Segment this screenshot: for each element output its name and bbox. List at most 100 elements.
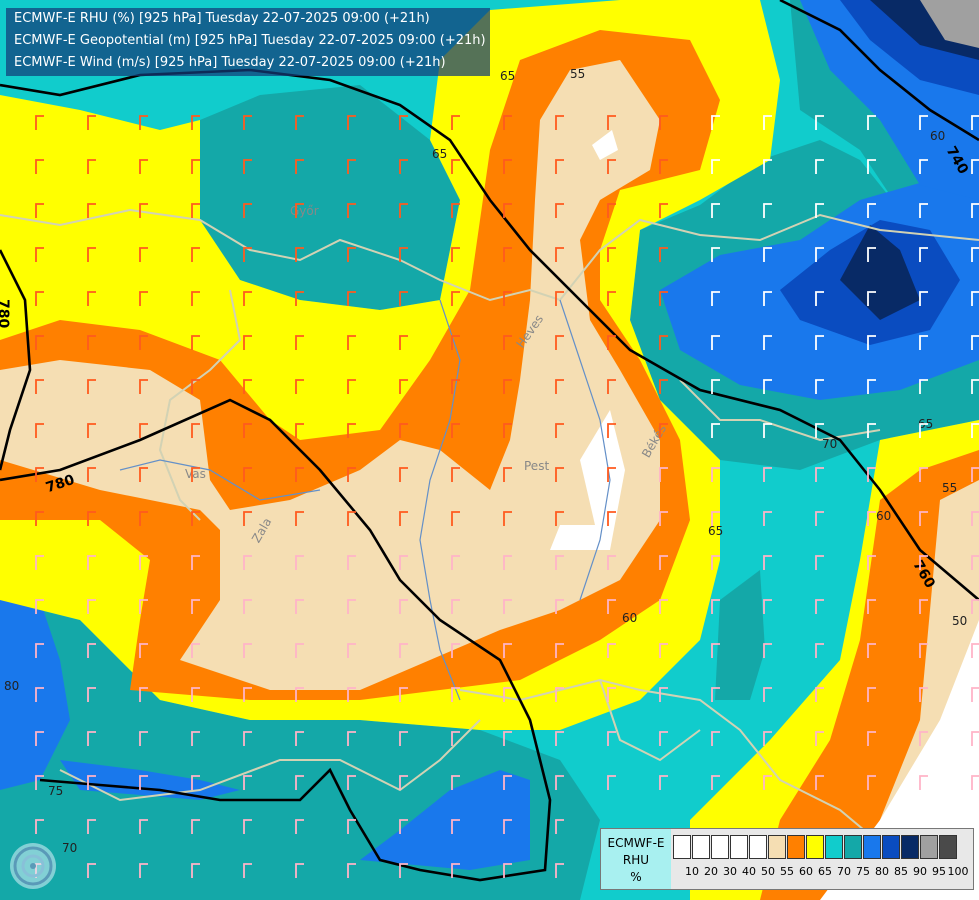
legend-swatch — [806, 835, 824, 859]
wind-barb — [191, 379, 200, 394]
rhu-band-90 — [840, 225, 920, 320]
rhu-band-95 — [920, 0, 979, 48]
wind-barb — [503, 731, 512, 746]
wind-barb — [399, 687, 408, 702]
wind-barb — [347, 643, 356, 658]
wind-barb — [763, 423, 772, 438]
legend-tick-label: 10 — [685, 865, 699, 878]
wind-barb — [191, 731, 200, 746]
wind-barb — [399, 379, 408, 394]
legend-tick-label: 20 — [704, 865, 718, 878]
wind-barb — [711, 291, 720, 306]
wind-barb — [815, 115, 824, 130]
wind-barb — [451, 335, 460, 350]
wind-barb — [399, 159, 408, 174]
wind-barb — [555, 159, 564, 174]
rhu-band-50-center — [550, 410, 625, 550]
wind-barb — [243, 863, 252, 878]
wind-barb — [659, 291, 668, 306]
wind-barb — [815, 687, 824, 702]
legend-title-line: ECMWF-E — [607, 836, 665, 850]
wind-barb — [763, 599, 772, 614]
wind-barb — [503, 643, 512, 658]
wind-barb — [659, 423, 668, 438]
wind-barb — [607, 335, 616, 350]
legend-swatch — [730, 835, 748, 859]
wind-barb — [607, 643, 616, 658]
wind-barb — [191, 467, 200, 482]
wind-barb — [35, 203, 44, 218]
wind-barb — [971, 115, 979, 130]
wind-barb — [711, 599, 720, 614]
wind-barb — [867, 423, 876, 438]
wind-barb — [295, 379, 304, 394]
wind-barb — [763, 643, 772, 658]
wind-barb — [139, 555, 148, 570]
wind-barb — [87, 731, 96, 746]
wind-barb — [35, 423, 44, 438]
wind-barb — [451, 291, 460, 306]
legend-tick-label: 30 — [723, 865, 737, 878]
wind-barb — [971, 731, 979, 746]
wind-barb — [139, 379, 148, 394]
wind-barb — [763, 115, 772, 130]
wind-barb — [503, 467, 512, 482]
wind-barb — [555, 863, 564, 878]
legend-swatch — [825, 835, 843, 859]
wind-barb — [503, 379, 512, 394]
wind-barb — [763, 467, 772, 482]
wind-barb — [295, 159, 304, 174]
wind-barb — [711, 159, 720, 174]
wind-barb — [867, 599, 876, 614]
wind-barb — [919, 687, 928, 702]
rhu-label: 55 — [570, 67, 585, 81]
wind-barb — [763, 379, 772, 394]
rhu-band-80-west — [0, 590, 70, 790]
wind-barb — [87, 335, 96, 350]
wind-barb — [35, 511, 44, 526]
legend-tick-label: 95 — [932, 865, 946, 878]
wind-barb — [919, 555, 928, 570]
wind-barb — [867, 379, 876, 394]
wind-barb — [399, 467, 408, 482]
legend-title-line: % — [630, 870, 642, 884]
wind-barb — [971, 335, 979, 350]
wind-barb — [711, 335, 720, 350]
wind-barb — [763, 291, 772, 306]
wind-barb — [399, 291, 408, 306]
wind-barb — [35, 775, 44, 790]
wind-barb — [555, 247, 564, 262]
wind-barb — [711, 115, 720, 130]
wind-barb — [35, 555, 44, 570]
wind-barb — [451, 731, 460, 746]
wind-barb — [139, 291, 148, 306]
wind-barb — [87, 775, 96, 790]
wind-barb — [711, 467, 720, 482]
wind-barb — [555, 643, 564, 658]
wind-barb — [295, 819, 304, 834]
wind-barb — [867, 291, 876, 306]
legend-swatch — [749, 835, 767, 859]
wind-barb — [87, 291, 96, 306]
wind-barb — [87, 203, 96, 218]
legend-tick-label: 40 — [742, 865, 756, 878]
wind-barb — [763, 687, 772, 702]
wind-barb — [139, 775, 148, 790]
wind-barb — [919, 775, 928, 790]
wind-barb — [503, 775, 512, 790]
wind-barb — [295, 203, 304, 218]
wind-barb — [243, 555, 252, 570]
wind-barb — [919, 115, 928, 130]
wind-barb — [347, 159, 356, 174]
wind-barb — [659, 511, 668, 526]
wind-barb — [815, 247, 824, 262]
legend-ticks: 10 20 30 40 50 55 60 65 70 75 80 85 90 95 100 — [673, 865, 969, 881]
wind-barb — [815, 467, 824, 482]
wind-barb — [555, 511, 564, 526]
wind-barb — [555, 467, 564, 482]
wind-barb — [711, 247, 720, 262]
wind-barb — [347, 863, 356, 878]
wind-barb — [87, 555, 96, 570]
wind-barb — [607, 379, 616, 394]
wind-barb — [243, 379, 252, 394]
